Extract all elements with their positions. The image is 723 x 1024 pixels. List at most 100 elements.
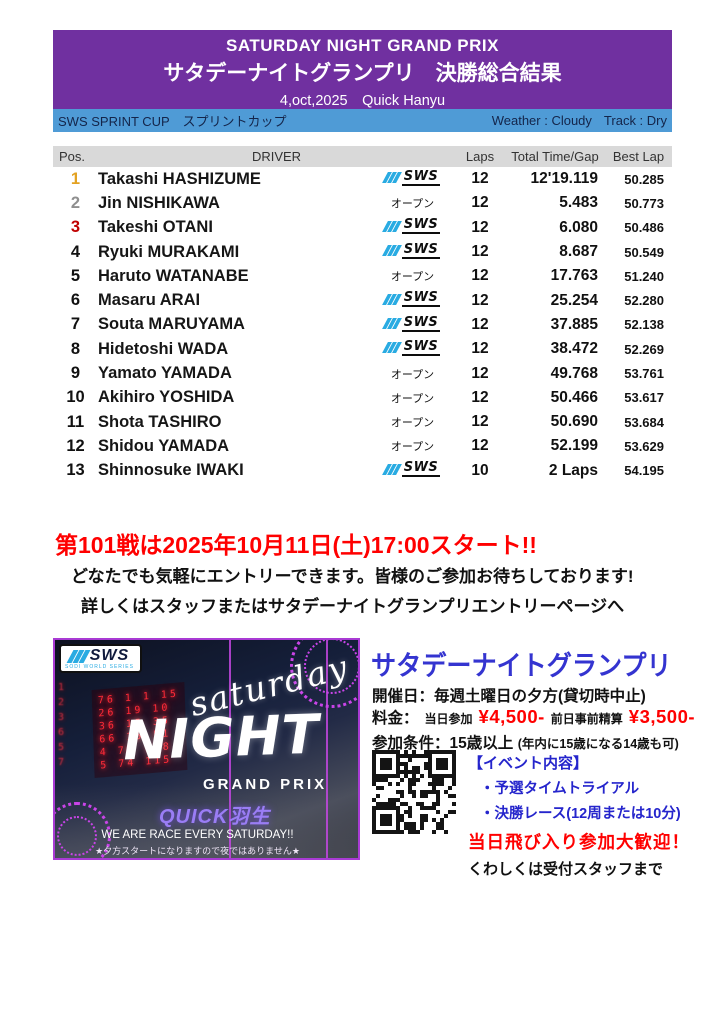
best-lap-value: 52.280 [624,293,664,309]
total-time-gap-value: 38.472 [550,340,598,358]
entry-invitation-line: どなたでも気軽にエントリーできます。皆様のご参加お待ちしております! [71,567,634,586]
best-lap-value: 52.138 [624,317,664,333]
event-content-header: 【イベント内容】 [468,755,589,772]
driver-name: Akihiro YOSHIDA [98,388,235,407]
table-row: 8 Hidetoshi WADA SWS 12 38.472 52.269 [53,337,672,361]
team-class-cell: オープン [370,267,455,285]
sws-logo-text: SWS [89,647,130,664]
open-class-label: オープン [390,198,435,211]
driver-name: Jin NISHIKAWA [98,193,220,212]
laps-value: 12 [471,315,489,333]
table-row: 6 Masaru ARAI SWS 12 25.254 52.280 [53,288,672,312]
sws-logo-icon: SWS [381,170,441,186]
sws-logo-icon: SWS [381,291,441,308]
event-item-final: ・決勝レース(12周または10分) [480,806,681,822]
total-time-gap-value: 50.690 [550,413,598,431]
condition-note: (年内に15歳になる14歳も可) [517,737,679,751]
table-row: 13 Shinnosuke IWAKI SWS 10 2 Laps 54.195 [53,459,672,483]
laps-value: 12 [471,243,489,261]
team-class-cell: SWS [370,243,455,262]
best-lap-value: 50.773 [624,195,664,211]
position-value: 4 [70,242,81,261]
laps-value: 12 [471,437,489,455]
open-class-label: オープン [390,392,435,405]
team-class-cell: オープン [370,437,455,455]
driver-name: Haruto WATANABE [98,266,249,285]
event-item-qualifying: ・予選タイムトライアル [480,781,640,797]
weather-status: Weather : Cloudy [491,113,592,128]
table-row: 9 Yamato YAMADA オープン 12 49.768 53.761 [53,361,672,385]
best-lap-value: 51.240 [624,268,664,284]
column-pos: Pos. [59,149,86,164]
best-lap-value: 50.549 [624,244,664,260]
table-row: 1 Takashi HASHIZUME SWS 12 12'19.119 50.285 [53,167,672,191]
position-value: 8 [70,339,81,358]
laps-value: 12 [471,291,489,309]
total-time-gap-value: 37.885 [550,315,598,333]
schedule-line: 開催日：毎週土曜日の夕方(貸切時中止) [372,688,646,705]
event-info-title: サタデーナイトグランプリ [371,651,672,681]
table-row: 7 Souta MARUYAMA SWS 12 37.885 52.138 [53,313,672,337]
team-class-cell: SWS [370,316,455,335]
results-table-header: Pos. DRIVER Laps Total Time/Gap Best Lap [53,146,672,167]
position-value: 12 [66,436,85,455]
team-class-cell: SWS [370,170,455,189]
poster-grand-prix: GRAND PRIX [203,776,328,793]
total-time-gap-value: 52.199 [550,437,598,455]
laps-value: 12 [471,170,489,188]
column-total: Total Time/Gap [511,149,599,164]
total-time-gap-value: 5.483 [559,194,598,212]
total-time-gap-value: 12'19.119 [530,170,598,188]
position-value: 9 [70,364,81,383]
event-date-venue: 4,oct,2025 Quick Hanyu [279,93,446,109]
sws-logo-icon: SWS [381,340,441,356]
fee-line: 料金： 当日参加 ¥4,500- 前日事前精算 ¥3,500- [372,706,695,728]
team-class-cell: SWS [370,291,455,310]
table-row: 2 Jin NISHIKAWA オープン 12 5.483 50.773 [53,191,672,215]
best-lap-value: 53.761 [624,366,664,382]
entry-details-line: 詳しくはスタッフまたはサタデーナイトグランプリエントリーページへ [81,597,625,616]
header-banner: SATURDAY NIGHT GRAND PRIX サタデーナイトグランプリ 決… [53,30,672,109]
driver-name: Souta MARUYAMA [98,315,245,334]
poster-divider-line [326,640,328,858]
column-laps: Laps [465,149,495,164]
best-lap-value: 53.629 [624,438,664,454]
poster-night-title: NIGHT [121,702,321,773]
fee-advance-amount: ¥3,500- [628,706,696,727]
sws-logo-icon: SWS [381,461,441,478]
sws-logo-icon: SWS [381,243,441,259]
walkin-welcome-line: 当日飛び入り参加大歓迎！ [468,832,690,852]
table-row: 4 Ryuki MURAKAMI SWS 12 8.687 50.549 [53,240,672,264]
best-lap-value: 50.285 [624,171,664,187]
open-class-label: オープン [390,441,435,454]
table-row: 10 Akihiro YOSHIDA オープン 12 50.466 53.617 [53,386,672,410]
team-class-cell: オープン [370,389,455,407]
position-value: 13 [66,461,85,480]
total-time-gap-value: 49.768 [550,364,598,382]
total-time-gap-value: 6.080 [559,218,598,236]
sws-logo-icon: SWS [381,218,441,235]
driver-name: Shinnosuke IWAKI [98,461,244,480]
position-value: 7 [70,315,81,334]
fee-advance-label: 前日事前精算 [550,712,623,726]
driver-name: Shota TASHIRO [98,412,222,431]
open-class-label: オープン [390,271,435,284]
team-class-cell: オープン [370,365,455,383]
laps-value: 12 [471,413,489,431]
laps-value: 12 [471,194,489,212]
sws-logo-badge: SWS SODI WORLD SERIES [59,644,142,673]
sws-logo-icon: SWS [381,316,441,332]
condition-main: 参加条件：15歳以上 [372,735,514,752]
total-time-gap-value: 50.466 [550,388,598,406]
total-time-gap-value: 17.763 [550,267,598,285]
sws-logo-subtext: SODI WORLD SERIES [65,664,134,670]
team-class-cell: SWS [370,461,455,480]
driver-name: Masaru ARAI [98,291,201,310]
table-row: 11 Shota TASHIRO オープン 12 50.690 53.684 [53,410,672,434]
dot-ring-decoration [290,640,358,708]
team-class-cell: オープン [370,194,455,212]
open-class-label: オープン [390,368,435,381]
title-english: SATURDAY NIGHT GRAND PRIX [226,36,499,55]
